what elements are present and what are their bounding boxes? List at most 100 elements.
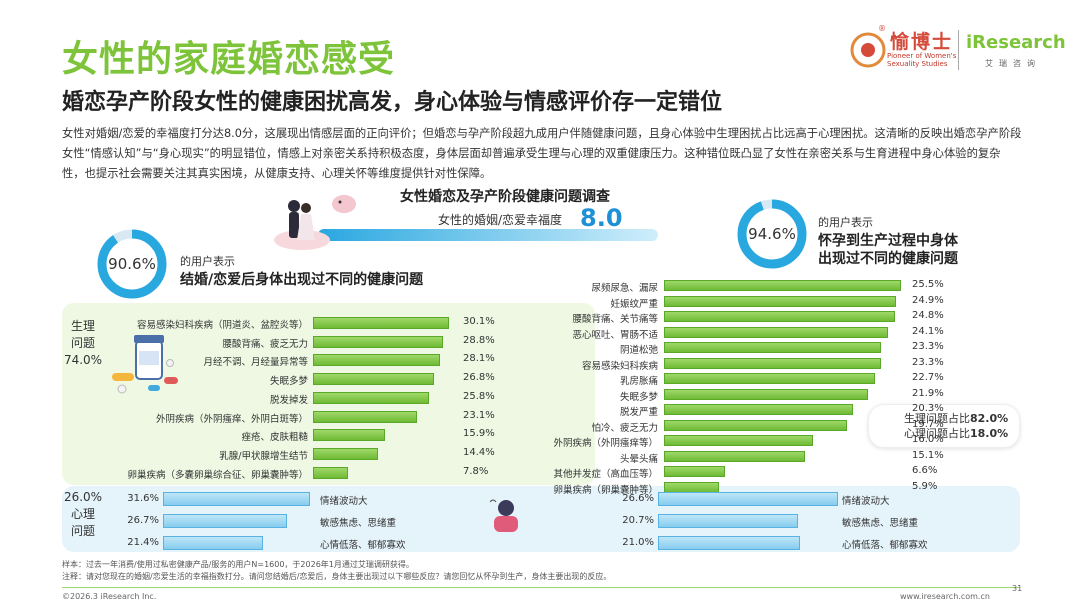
bar-value-label: 20.3% (912, 403, 944, 414)
bar (163, 514, 288, 528)
page-number: 31 (1012, 584, 1023, 593)
bar (664, 419, 848, 431)
page-subtitle: 婚恋孕产阶段女性的健康困扰高发，身心体验与情感评价存一定错位 (62, 90, 723, 115)
bar (313, 335, 443, 348)
left-panel-line2: 结婚/恋爱后身体出现过不同的健康问题 (180, 272, 424, 288)
bar-value-label: 15.1% (912, 449, 944, 461)
brand-name: 愉博士 (890, 31, 954, 53)
right-panel-line1: 的用户表示 (818, 216, 873, 229)
bar (664, 342, 881, 353)
footer-note: 注释：请对您现在的婚姻/恋爱生活的幸福指数打分。请问您结婚后/恋爱后，身体主要出… (62, 572, 612, 581)
right-panel-line2: 怀孕到生产过程中身体 (818, 233, 958, 249)
bar-category-label: 怕冷、疲乏无力 (591, 422, 658, 434)
bar-value-label: 7.8% (463, 465, 489, 477)
bar (664, 481, 719, 493)
brand-tagline: Pioneer of Women's Sexuality Studies (887, 52, 957, 68)
left-panel-line1: 的用户表示 (180, 255, 235, 268)
bar-value-label: 30.1% (463, 316, 495, 327)
brand-logo-icon (848, 26, 888, 74)
bar-value-label: 21.0% (622, 537, 654, 548)
bar-category-label: 痤疮、皮肤粗糙 (241, 432, 308, 444)
piggy-illustration-icon (330, 190, 358, 218)
bar (664, 326, 889, 338)
bar-category-label: 头晕头痛 (619, 453, 658, 465)
bar (163, 536, 263, 550)
bar-category-label: 敏感焦虑、思绪重 (842, 518, 919, 529)
description-text: 女性对婚姻/恋爱的幸福度打分达8.0分，这展现出情感层面的正向评价；但婚恋与孕产… (62, 127, 1022, 180)
bar-value-label: 31.6% (127, 493, 159, 504)
bar-category-label: 脱发严重 (619, 407, 658, 418)
bar-value-label: 28.8% (463, 334, 495, 346)
right-panel-line3: 出现过不同的健康问题 (818, 251, 958, 267)
bar (313, 429, 385, 442)
bar-value-label: 24.8% (912, 310, 944, 321)
bar-category-label: 情绪波动大 (842, 496, 890, 507)
bar-value-label: 26.8% (463, 372, 495, 384)
bar-category-label: 失眠多梦 (619, 391, 658, 403)
bar-value-label: 6.6% (912, 465, 938, 476)
bar-category-label: 尿频尿急、漏尿 (591, 283, 658, 294)
footer-copyright: ©2026.3 iResearch Inc. (62, 592, 157, 601)
bar-category-label: 月经不调、月经量异常等 (203, 357, 308, 369)
right-donut (736, 198, 808, 274)
bar (664, 450, 805, 462)
bar-value-label: 26.7% (127, 515, 159, 526)
physical-label: 生理问题 74.0% (63, 319, 103, 367)
couple-illustration-icon (272, 196, 332, 256)
bar-value-label: 23.1% (463, 409, 495, 421)
bar-value-label: 24.9% (912, 294, 944, 306)
survey-title: 女性婚恋及孕产阶段健康问题调查 (400, 189, 610, 205)
logo-divider (958, 30, 959, 70)
left-donut-pct: 90.6% (108, 255, 156, 273)
score-value: 8.0 (580, 204, 623, 232)
bar-category-label: 乳腺/甲状腺增生结节 (219, 450, 308, 462)
right-donut-pct: 94.6% (748, 225, 796, 243)
registered-mark: ® (878, 24, 886, 33)
bar (313, 447, 378, 460)
bar-category-label: 乳房胀痛 (619, 376, 658, 387)
medicine-illustration-icon (108, 333, 182, 403)
bar (658, 536, 801, 550)
bar-category-label: 脱发掉发 (269, 394, 308, 406)
bar-category-label: 卵巢疾病（多囊卵巢综合征、卵巢囊肿等） (127, 469, 308, 481)
worried-person-icon (486, 496, 526, 540)
bar-value-label: 16.0% (912, 434, 944, 445)
bar (313, 373, 434, 386)
bar-value-label: 21.4% (127, 537, 159, 548)
bar-category-label: 腰酸背痛、疲乏无力 (222, 338, 308, 350)
bar-category-label: 外阴疾病（外阴瘙痒、外阴白斑等） (155, 413, 308, 425)
bar (664, 373, 876, 384)
bar-category-label: 阴道松弛 (619, 345, 658, 356)
bar-value-label: 19.7% (912, 418, 944, 430)
score-label: 女性的婚姻/恋爱幸福度 (438, 213, 563, 227)
bar-value-label: 26.6% (622, 493, 654, 504)
bar-value-label: 23.3% (912, 341, 944, 352)
bar-category-label: 敏感焦虑、思绪重 (320, 518, 397, 529)
bar (313, 391, 430, 404)
bar (313, 354, 440, 367)
bar-category-label: 心情低落、郁郁寡欢 (842, 540, 928, 551)
psy-ratio-text: 心理问题占比18.0% (904, 427, 1009, 440)
bar (658, 492, 839, 506)
bar (664, 388, 868, 400)
bar-category-label: 恶心呕吐、胃肠不适 (572, 329, 658, 341)
footer-website: www.iresearch.com.cn (900, 592, 990, 601)
bar-category-label: 心情低落、郁郁寡欢 (320, 540, 406, 551)
iresearch-logo: iResearch (966, 32, 1066, 53)
bar-value-label: 15.9% (463, 428, 495, 440)
bar (313, 466, 349, 479)
bar (163, 492, 311, 506)
bar-category-label: 容易感染妇科疾病 (581, 360, 658, 372)
bar-value-label: 21.9% (912, 387, 944, 399)
bar-category-label: 情绪波动大 (320, 496, 368, 507)
bar-value-label: 22.7% (912, 372, 944, 383)
bar (664, 466, 726, 477)
bar-category-label: 其他并发症（高血压等） (553, 469, 658, 480)
page-title: 女性的家庭婚恋感受 (62, 39, 396, 80)
bar (664, 404, 853, 415)
iresearch-logo-sub: 艾瑞咨询 (985, 59, 1041, 68)
bar (664, 357, 881, 369)
bar (664, 311, 895, 322)
bar-category-label: 妊娠纹严重 (610, 298, 658, 310)
bar-value-label: 25.5% (912, 279, 944, 290)
